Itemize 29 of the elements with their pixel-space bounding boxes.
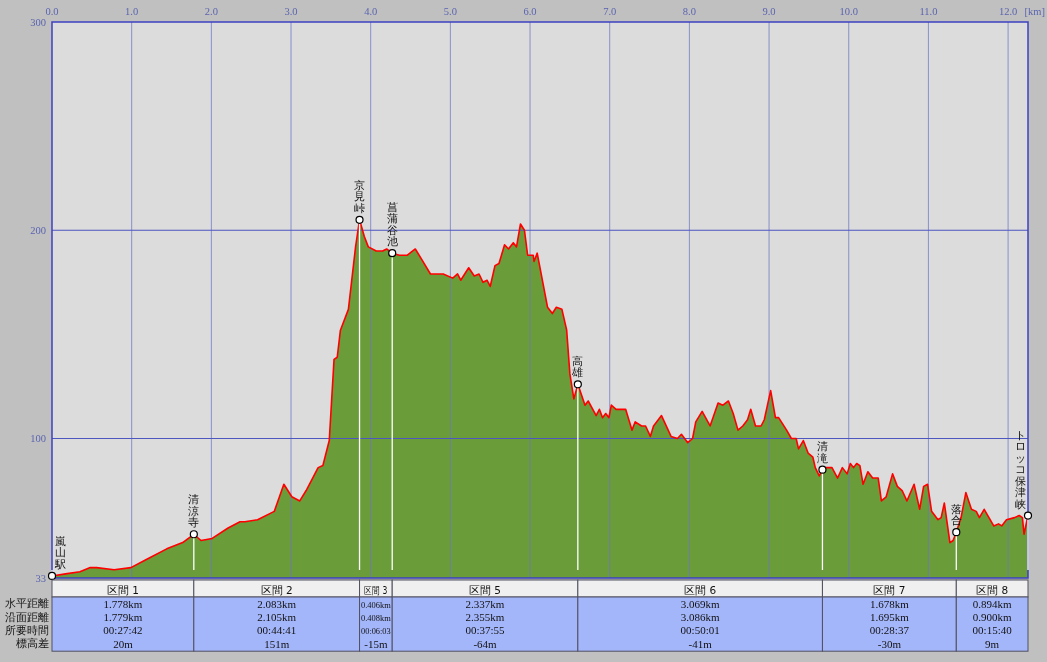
x-tick-label: 12.0	[998, 6, 1018, 17]
text: 沿面距離	[5, 610, 49, 623]
x-tick-label: 3.0	[284, 6, 298, 17]
annotation: 清滝	[816, 440, 828, 465]
y-tick-label: 200	[30, 225, 46, 237]
annotation: 菖蒲谷池	[386, 200, 398, 249]
x-tick-label: 6.0	[523, 6, 537, 17]
x-axis-title: [km]	[1024, 6, 1045, 17]
text: 標高差	[16, 637, 49, 650]
x-tick-label: 4.0	[364, 6, 378, 17]
annotation: 清涼寺	[188, 493, 200, 530]
y-tick-label: 300	[30, 17, 46, 28]
annotation: 高雄	[571, 354, 584, 380]
x-tick-label: 8.0	[682, 6, 696, 17]
x-tick-label: 10.0	[839, 6, 858, 17]
annotation: 嵐山駅	[53, 534, 66, 571]
annotation: トロッコ保津峡	[1014, 428, 1026, 511]
x-tick-label: 5.0	[443, 6, 457, 17]
x-tick-label: 11.0	[919, 6, 938, 17]
x-tick-label: 7.0	[603, 6, 617, 17]
y-tick-label: 33	[35, 573, 46, 584]
text: 水平距離	[5, 597, 49, 610]
x-tick-label: 0.0	[45, 6, 59, 17]
y-tick-label: 100	[30, 433, 46, 445]
x-tick-label: 9.0	[762, 6, 776, 17]
text: 所要時間	[5, 623, 49, 636]
annotation: 京見峠	[354, 178, 366, 215]
x-tick-label: 2.0	[204, 6, 218, 17]
x-tick-label: 1.0	[125, 6, 139, 17]
